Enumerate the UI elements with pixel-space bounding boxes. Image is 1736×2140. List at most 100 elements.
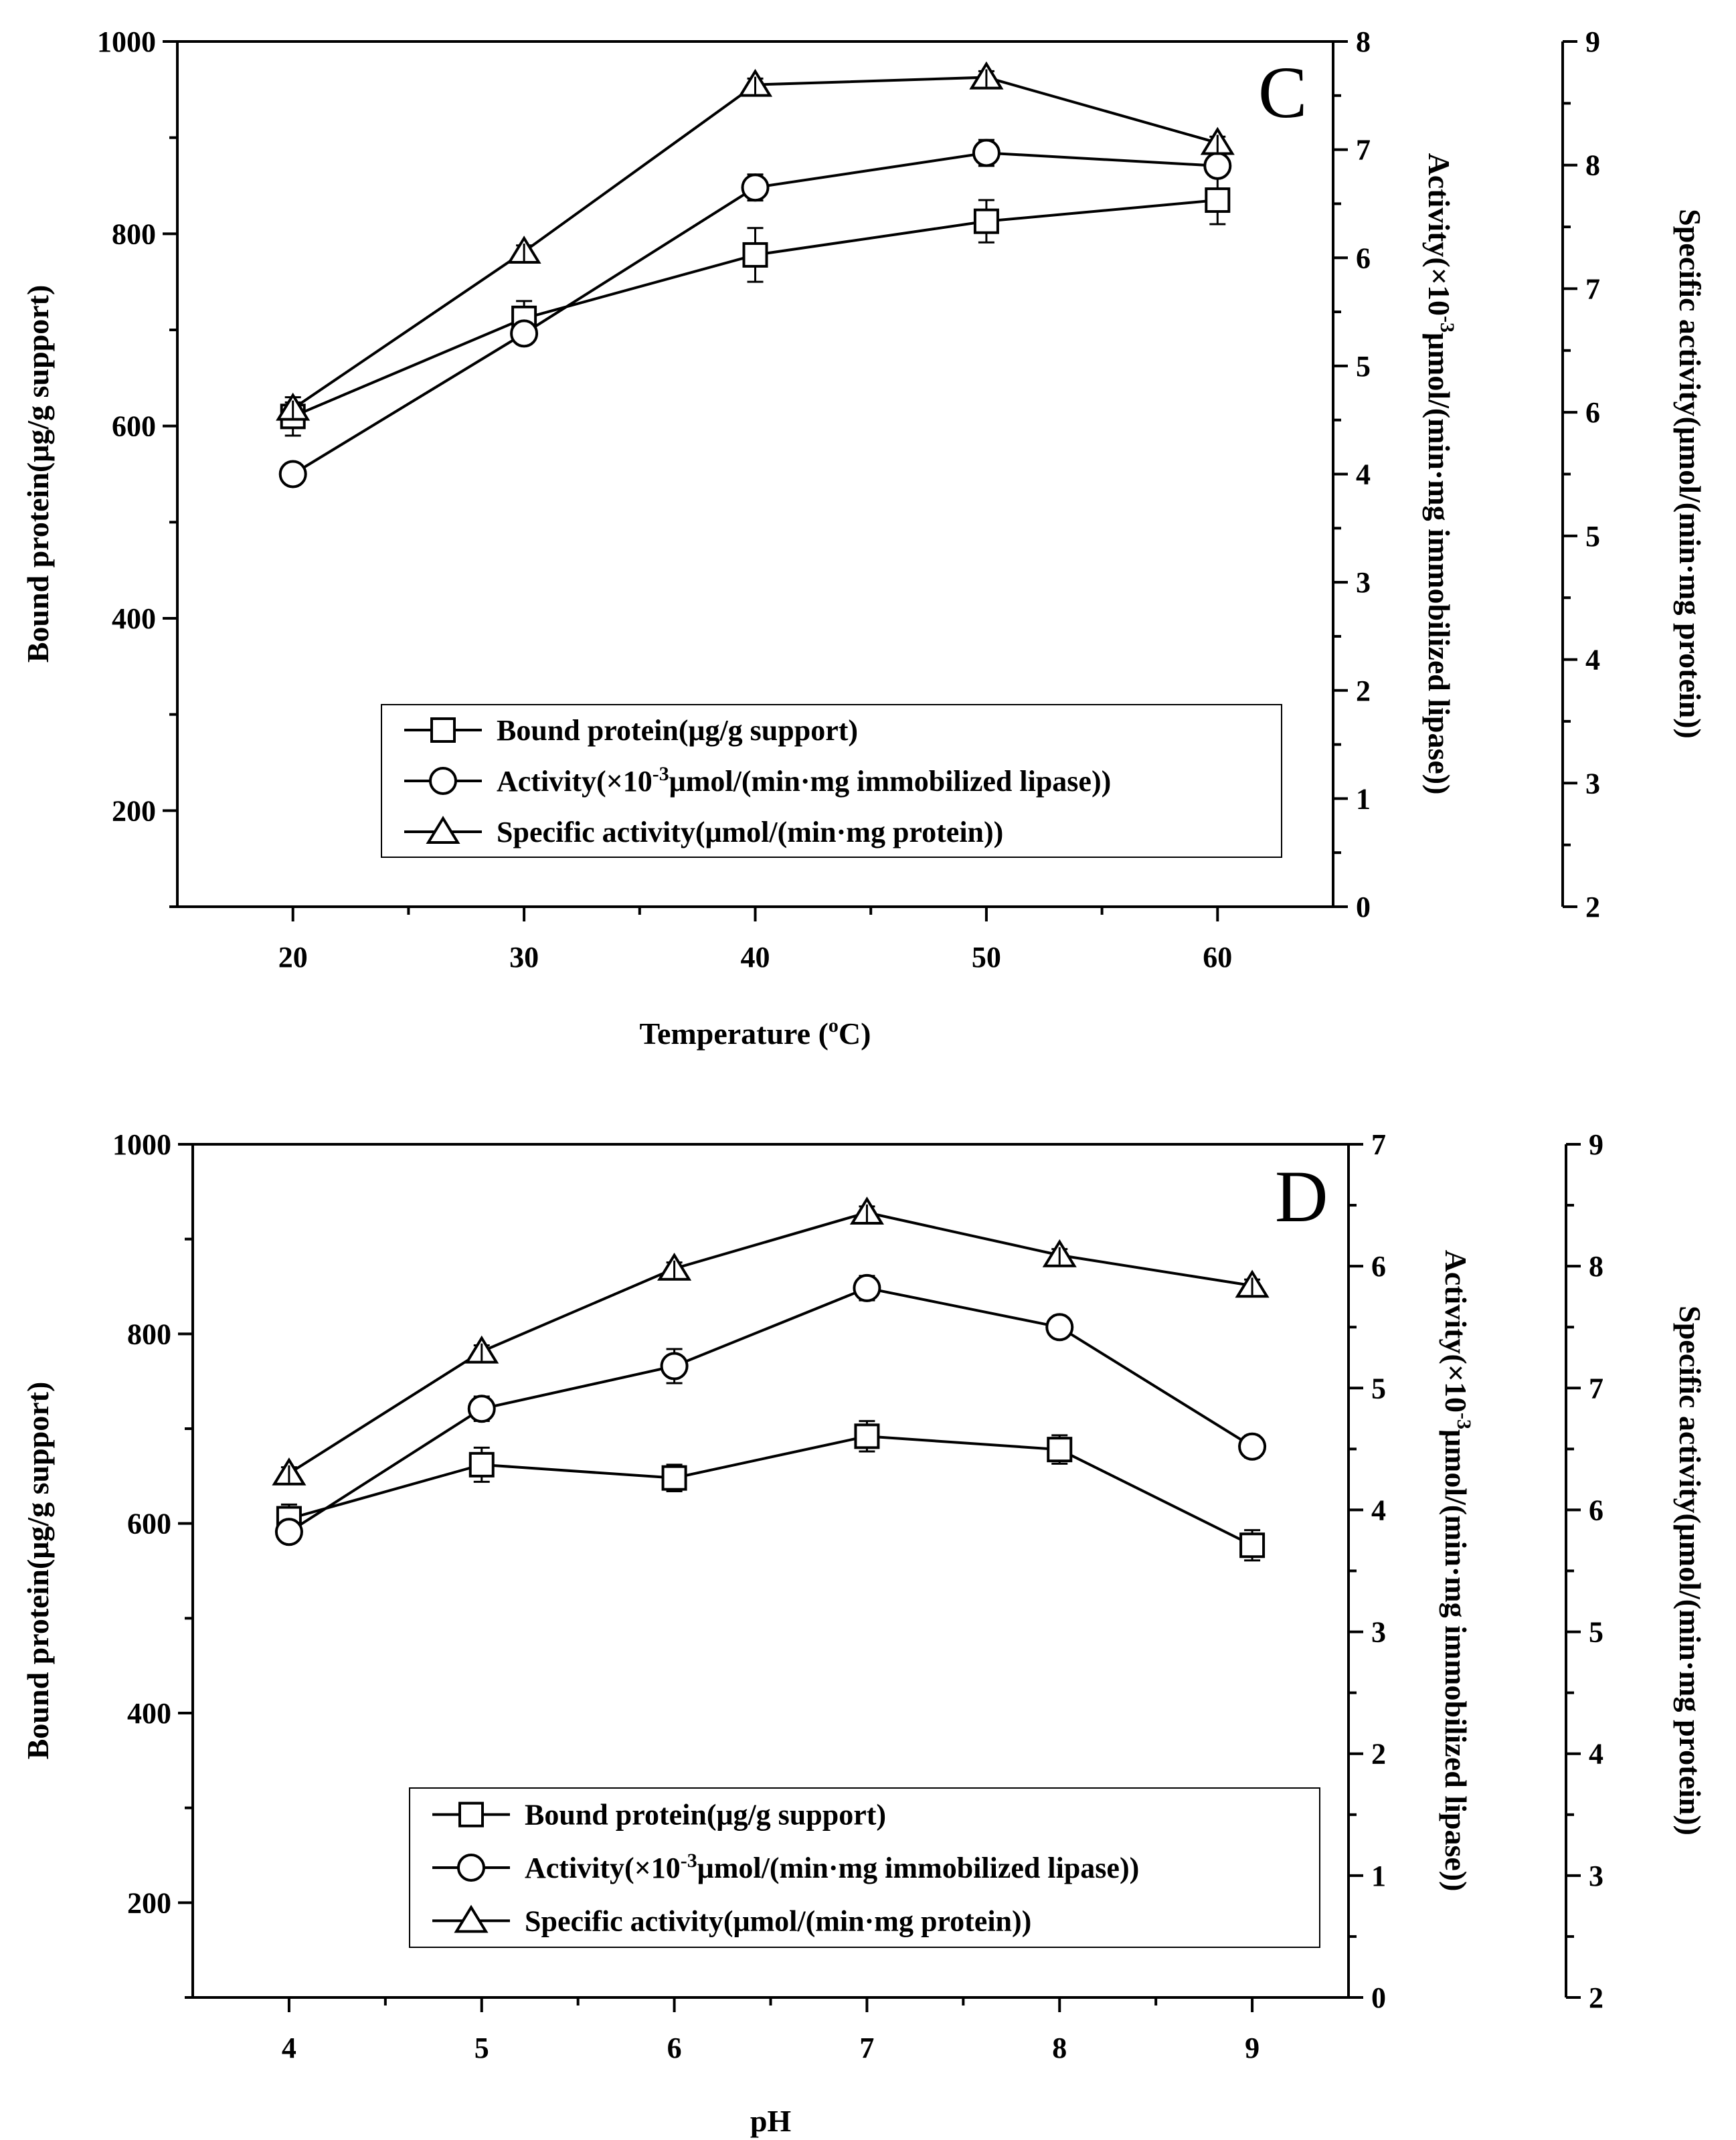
x-tick-label: 7 bbox=[859, 2032, 874, 2064]
y-right1-tick-label: 0 bbox=[1356, 891, 1371, 923]
panel-label: D bbox=[1275, 1156, 1328, 1237]
y-left-tick-label: 400 bbox=[112, 602, 156, 635]
legend-label-superscript: -3 bbox=[653, 763, 669, 785]
legend-label: Specific activity(μmol/(min·mg protein)) bbox=[525, 1904, 1031, 1937]
data-point bbox=[467, 1395, 496, 1423]
legend-marker-triangle bbox=[454, 1904, 489, 1933]
x-tick-label: 4 bbox=[282, 2032, 296, 2064]
legend-box bbox=[409, 1787, 1320, 1948]
legend-label-part: Activity(×10 bbox=[525, 1852, 681, 1884]
chart-panel-d: 4 5 6 7 8 9 200 400 600 800 1000 0 1 2 3 4 5 6 7 2 3 4 5 6 7 8 9 Bo… bbox=[21, 1128, 1707, 2138]
y-right2-tick-label: 5 bbox=[1585, 520, 1600, 553]
legend-label-part: μmol/(min·mg immobilized lipase)) bbox=[697, 1852, 1139, 1884]
y-right2-tick-label: 9 bbox=[1589, 1128, 1603, 1161]
y-right2-tick-label: 7 bbox=[1589, 1372, 1603, 1405]
x-tick-label: 5 bbox=[474, 2032, 489, 2064]
y-right2-tick-label: 4 bbox=[1589, 1738, 1603, 1771]
legend-marker-triangle bbox=[426, 816, 460, 844]
data-point bbox=[1238, 1432, 1267, 1461]
y-right1-tick-label: 4 bbox=[1371, 1494, 1386, 1526]
x-tick-label: 30 bbox=[509, 941, 539, 974]
y-right2-tick-label: 9 bbox=[1585, 25, 1600, 58]
y-left-tick-label: 200 bbox=[112, 794, 156, 827]
y-right1-tick-label: 5 bbox=[1371, 1372, 1386, 1405]
y-right2-tick-label: 6 bbox=[1585, 396, 1600, 429]
axis-title-part: pH bbox=[750, 2104, 792, 2138]
legend-label: Activity(×10-3μmol/(min·mg immobilized l… bbox=[525, 1850, 1139, 1884]
y-right2-tick-label: 8 bbox=[1585, 149, 1600, 182]
panel-label: C bbox=[1258, 52, 1307, 133]
x-tick-label: 6 bbox=[667, 2032, 682, 2064]
y-right2-tick-label: 3 bbox=[1585, 767, 1600, 800]
series-line bbox=[288, 1211, 1253, 1475]
y-left-tick-label: 800 bbox=[127, 1318, 171, 1350]
legend-box bbox=[381, 704, 1282, 858]
legend-label-part: Specific activity(μmol/(min·mg protein)) bbox=[525, 1904, 1031, 1937]
data-point bbox=[661, 1465, 687, 1491]
legend-marker-square bbox=[430, 717, 456, 743]
x-tick-label: 20 bbox=[278, 941, 308, 974]
y-right1-axis-title: Activity(×10-3μmol/(min·mg immobilized l… bbox=[1439, 1250, 1475, 1892]
y-right1-tick-label: 3 bbox=[1356, 566, 1371, 599]
y-right1-tick-label: 1 bbox=[1356, 782, 1371, 815]
y-left-axis-title: Bound protein(μg/g support) bbox=[21, 1382, 55, 1760]
legend-marker-circle bbox=[429, 767, 457, 795]
data-point bbox=[660, 1352, 689, 1380]
y-right1-tick-label: 4 bbox=[1356, 458, 1371, 491]
y-right2-tick-label: 6 bbox=[1589, 1494, 1603, 1526]
x-tick-label: 9 bbox=[1245, 2032, 1260, 2064]
data-point bbox=[1045, 1313, 1074, 1342]
y-right1-tick-label: 6 bbox=[1356, 242, 1371, 274]
y-left-axis-title: Bound protein(μg/g support) bbox=[21, 285, 55, 663]
legend: Bound protein(μg/g support) Activity(×10-… bbox=[381, 704, 1282, 858]
legend-label: Specific activity(μmol/(min·mg protein)) bbox=[497, 816, 1003, 849]
legend-label-part: Bound protein(μg/g support) bbox=[497, 714, 858, 747]
series-circle bbox=[278, 139, 1232, 488]
series-line bbox=[288, 1435, 1253, 1547]
data-point bbox=[510, 319, 539, 348]
data-point bbox=[973, 208, 999, 234]
y-right1-tick-label: 2 bbox=[1356, 675, 1371, 707]
y-right1-tick-label: 6 bbox=[1371, 1250, 1386, 1283]
data-point bbox=[1205, 187, 1231, 213]
legend-label-part: μmol/(min·mg immobilized lipase)) bbox=[669, 765, 1111, 798]
data-point bbox=[742, 242, 768, 268]
x-tick-label: 40 bbox=[741, 941, 770, 974]
legend-label: Activity(×10-3μmol/(min·mg immobilized l… bbox=[497, 763, 1111, 798]
axis-title-superscript: o bbox=[829, 1014, 839, 1037]
y-right2-tick-label: 7 bbox=[1585, 272, 1600, 305]
y-left-tick-label: 1000 bbox=[97, 25, 156, 58]
y-right1-tick-label: 5 bbox=[1356, 350, 1371, 383]
x-axis-title: Temperature (oC) bbox=[640, 1014, 871, 1051]
y-right2-tick-label: 5 bbox=[1589, 1616, 1603, 1649]
axis-title-part: μmol/(min·mg immobilized lipase)) bbox=[1439, 1429, 1473, 1891]
y-left-tick-label: 600 bbox=[127, 1508, 171, 1540]
legend-marker-circle bbox=[457, 1854, 485, 1882]
y-right2-tick-label: 2 bbox=[1585, 891, 1600, 923]
legend-label-part: Specific activity(μmol/(min·mg protein)) bbox=[497, 816, 1003, 849]
legend-label-superscript: -3 bbox=[681, 1850, 697, 1872]
x-tick-label: 50 bbox=[972, 941, 1001, 974]
y-right2-tick-label: 3 bbox=[1589, 1860, 1603, 1892]
y-right1-tick-label: 0 bbox=[1371, 1981, 1386, 2014]
series-square bbox=[276, 1420, 1266, 1562]
y-left-tick-label: 800 bbox=[112, 217, 156, 250]
legend-label: Bound protein(μg/g support) bbox=[525, 1799, 886, 1832]
y-right1-tick-label: 7 bbox=[1356, 134, 1371, 167]
y-right2-tick-label: 2 bbox=[1589, 1981, 1603, 2014]
axis-title-part: μmol/(min·mg immobilized lipase)) bbox=[1422, 333, 1456, 794]
series-line bbox=[288, 1286, 1253, 1533]
data-point bbox=[854, 1423, 880, 1449]
legend-label-part: Bound protein(μg/g support) bbox=[525, 1799, 886, 1832]
axis-title-superscript: -3 bbox=[1436, 316, 1458, 333]
chart-panel-c: 20 30 40 50 60 200 400 600 800 1000 0 1 2 3 4 5 6 7 8 2 3 4 5 6… bbox=[21, 25, 1707, 1051]
y-left-tick-label: 400 bbox=[127, 1697, 171, 1730]
y-right1-tick-label: 7 bbox=[1371, 1128, 1386, 1161]
x-tick-label: 60 bbox=[1203, 941, 1232, 974]
axis-title-part: Activity(×10 bbox=[1439, 1250, 1473, 1413]
y-right1-axis-title: Activity(×10-3μmol/(min·mg immobilized l… bbox=[1422, 153, 1458, 795]
y-right1-tick-label: 3 bbox=[1371, 1616, 1386, 1649]
y-right1-tick-label: 2 bbox=[1371, 1738, 1386, 1771]
axis-title-part: C) bbox=[839, 1016, 871, 1051]
legend-label: Bound protein(μg/g support) bbox=[497, 714, 858, 747]
